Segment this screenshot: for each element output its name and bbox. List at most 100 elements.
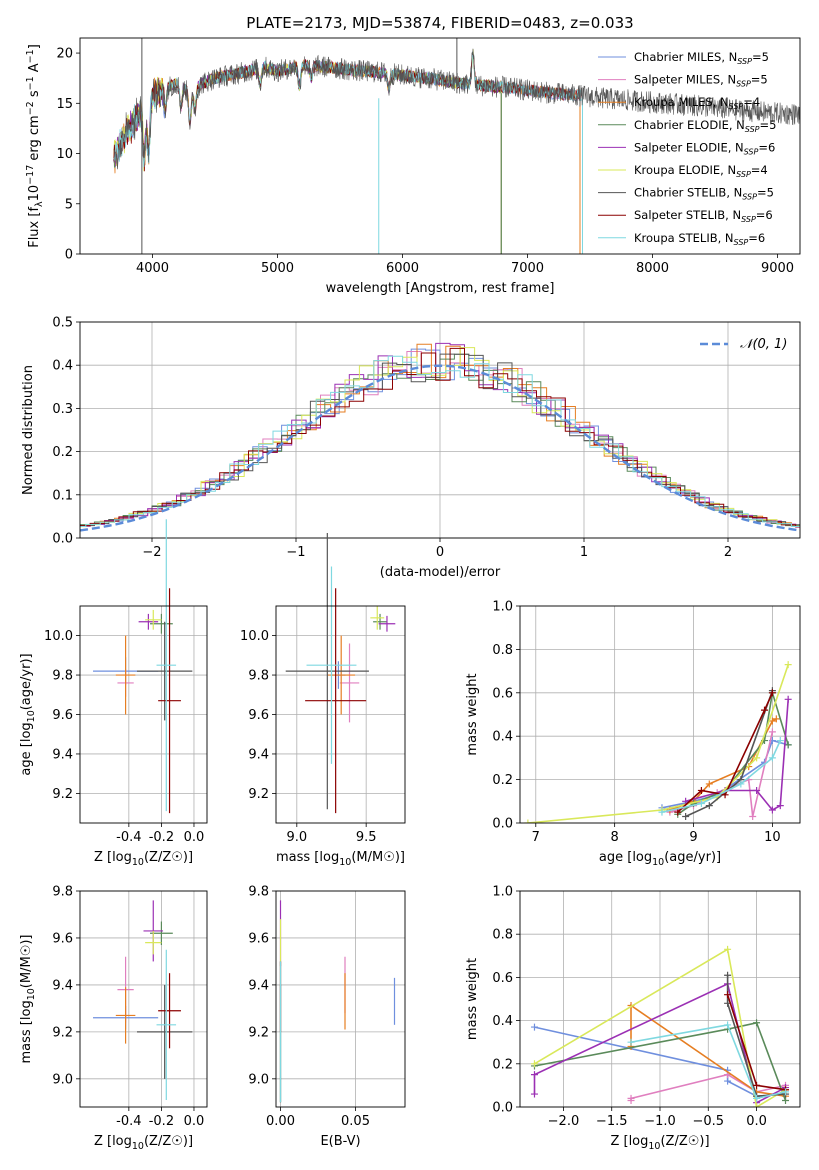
weight_vs_age-point-marker: [768, 754, 776, 762]
weight_vs_Z-point-marker: [724, 1021, 732, 1029]
weight_vs_age-xtick-label: 9: [689, 830, 697, 845]
weight_vs_age-point-marker: [776, 802, 784, 810]
legend-text: Kroupa STELIB, N: [634, 231, 734, 245]
legend-text: =5: [751, 73, 768, 87]
age_vs_mass-ytick-label: 9.2: [248, 787, 269, 802]
label-part: Normed distribution: [21, 365, 36, 495]
residuals-xtick-label: 1: [580, 545, 588, 560]
weight_vs_Z-frame: [519, 890, 801, 1108]
weight_vs_age-point-marker: [682, 812, 690, 820]
weight_vs_age-point-marker: [674, 808, 682, 816]
weight_vs_Z-xtick-label: −1.5: [596, 1114, 628, 1129]
age_vs_Z-xtick-label: 0.0: [184, 830, 205, 845]
weight_vs_Z-point-marker: [530, 1071, 538, 1079]
spectrum-ytick-label: 5: [65, 197, 73, 212]
label-part: (Z/Z☉)]: [144, 1134, 193, 1149]
weight_vs_Z-point-marker: [724, 1077, 732, 1085]
weight_vs_Z-xtick-label: 0.0: [746, 1114, 767, 1129]
mass_vs_EBV-ytick-label: 9.8: [248, 885, 269, 900]
weight_vs_age-ytick-label: 1.0: [492, 600, 513, 615]
weight_vs_age-axes: 7 8 9 10 0.0 0.2 0.4 0.6 0.8 1.0: [492, 600, 801, 845]
label-part: log: [319, 850, 339, 865]
weight_vs_age-point-marker: [524, 819, 532, 823]
mass_vs_Z-ytick-label: 9.8: [52, 885, 73, 900]
weight_vs_age-point-marker: [753, 754, 761, 762]
weight_vs_age-point-marker: [761, 706, 769, 714]
label-part: E(B-V): [320, 1134, 360, 1149]
weight_vs_age-ytick-label: 0.6: [492, 686, 513, 701]
legend-text: Salpeter STELIB, N: [634, 208, 741, 222]
label-part: mass [: [19, 1020, 34, 1063]
residuals-ytick-label: 0.5: [52, 316, 73, 331]
spectrum-xtick-label: 9000: [761, 261, 794, 276]
weight_vs_Z-point-marker: [627, 1038, 635, 1046]
residuals-ytick-label: 0.2: [52, 445, 73, 460]
age_vs_mass-xlabel: mass [log10(M/M☉)]: [276, 850, 405, 868]
legend-text: Salpeter MILES, N: [634, 73, 736, 87]
weight_vs_age-xtick-label: 10: [764, 830, 781, 845]
weight_vs_Z-point-marker: [753, 1081, 761, 1089]
legend-text: =6: [758, 140, 775, 154]
weight_vs_age-frame: [519, 605, 801, 824]
label-part: 10: [652, 857, 664, 868]
age_vs_Z-xtick-label: -0.4: [116, 830, 141, 845]
weight_vs_Z-ytick-label: 0.4: [492, 1014, 513, 1029]
label-part: mass [: [276, 850, 319, 865]
label-part: log: [19, 1000, 34, 1020]
age_vs_Z-frame: [79, 605, 208, 824]
label-part: wavelength [Angstrom, rest frame]: [326, 281, 555, 296]
weight_vs_age-point-marker: [697, 799, 705, 807]
residuals-ytick-label: 0.0: [52, 532, 73, 547]
weight_vs_Z-point-marker: [782, 1088, 790, 1096]
legend-text: Kroupa MILES, N: [634, 95, 729, 109]
weight_vs_age-point-marker: [768, 689, 776, 697]
label-part: (M/M☉)]: [19, 935, 34, 989]
histogram-step: [80, 342, 800, 527]
label-part: 10: [339, 857, 351, 868]
weight_vs_Z-lines: [530, 945, 790, 1107]
mass_vs_Z-xtick-label: -0.2: [149, 1114, 174, 1129]
residuals-xtick-label: 2: [724, 545, 732, 560]
label-part: 10: [26, 710, 37, 722]
legend-subscript: SSP: [736, 80, 751, 89]
weight_vs_Z-point-marker: [753, 1094, 761, 1102]
weight_vs_Z-point-marker: [753, 1103, 761, 1107]
legend-subscript: SSP: [729, 102, 744, 111]
label-part: −1: [25, 76, 36, 90]
label-part: −1: [25, 49, 36, 63]
legend-text: =6: [756, 208, 773, 222]
residuals-frame: [79, 321, 801, 539]
residuals-ylabel: Normed distribution: [21, 365, 36, 495]
legend-subscript: SSP: [745, 125, 760, 134]
residuals-xtick-label: −1: [286, 545, 305, 560]
weight_vs_Z-point-marker: [724, 945, 732, 953]
weight_vs_age-xlabel: age [log10(age/yr)]: [599, 850, 721, 868]
age_vs_Z-ytick-label: 9.6: [52, 708, 73, 723]
weight_vs_Z-xtick-label: −2.0: [548, 1114, 580, 1129]
spectrum-ytick-label: 10: [56, 147, 73, 162]
residuals-ytick-label: 0.4: [52, 359, 73, 374]
legend-text: =4: [743, 95, 760, 109]
weight_vs_Z-ytick-label: 0.6: [492, 971, 513, 986]
mass_vs_EBV-ytick-label: 9.2: [248, 1025, 269, 1040]
label-part: (age/yr)]: [19, 653, 34, 710]
spectrum-ylabel: Flux [fλ10−17 erg cm−2 s−1 A−1]: [25, 44, 45, 248]
legend-subscript: SSP: [737, 57, 752, 66]
weight_vs_Z-point-marker: [530, 1023, 538, 1031]
weight_vs_age-point-marker: [784, 741, 792, 749]
label-part: A: [27, 63, 42, 76]
weight_vs_age-ytick-label: 0.2: [492, 773, 513, 788]
legend-entry: Chabrier ELODIE, NSSP=5: [634, 118, 776, 134]
label-part: mass weight: [465, 673, 480, 755]
weight_vs_age-ylabel: mass weight: [465, 673, 480, 755]
residuals-hist: [80, 342, 800, 532]
residuals-axes: −2 −1 0 1 2 0.0 0.1 0.2 0.3 0.4 0.5: [52, 316, 801, 560]
weight_vs_Z-ytick-label: 0.0: [492, 1101, 513, 1116]
weight_vs_age-point-marker: [705, 780, 713, 788]
weight_vs_age-ytick-label: 0.0: [492, 817, 513, 832]
label-part: log: [19, 722, 34, 742]
label-part: (M/M☉)]: [351, 850, 405, 865]
legend-subscript: SSP: [734, 238, 749, 247]
spectrum-xtick-label: 6000: [386, 261, 419, 276]
mass_vs_EBV-frame: [275, 890, 406, 1108]
